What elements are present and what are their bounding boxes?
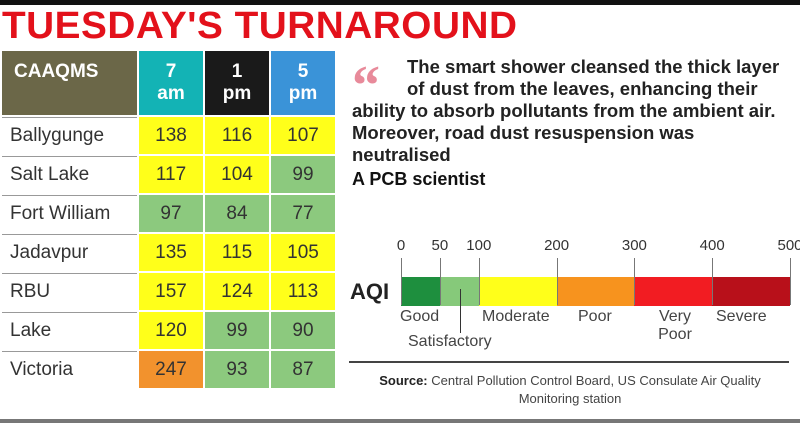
table-row: RBU 157 124 113: [2, 273, 335, 310]
table-header: CAAQMS 7 am 1 pm 5 pm: [2, 51, 335, 115]
header-5pm: 5 pm: [271, 51, 335, 115]
aqi-value: 84: [205, 195, 269, 232]
tick-label: 100: [466, 237, 492, 254]
tick-mark: [478, 258, 480, 305]
aqi-value: 124: [205, 273, 269, 310]
aqi-value: 87: [271, 351, 335, 388]
aqi-label: AQI: [350, 279, 390, 304]
tick-mark: [556, 258, 558, 305]
quote-author: A PCB scientist: [352, 169, 486, 189]
aqi-value: 99: [271, 156, 335, 193]
station-name: Lake: [2, 312, 137, 349]
aqi-value: 104: [205, 156, 269, 193]
tick-mark: [401, 258, 402, 305]
tick-mark: [439, 258, 441, 305]
aqi-value: 99: [205, 312, 269, 349]
aqi-value: 90: [271, 312, 335, 349]
header-1pm: 1 pm: [205, 51, 269, 115]
table-row: Lake 120 99 90: [2, 312, 335, 349]
aqi-category-label: Satisfactory: [408, 333, 492, 350]
aqi-value: 115: [205, 234, 269, 271]
source-note: Source: Central Pollution Control Board,…: [350, 372, 790, 408]
satisfactory-pointer: [460, 289, 461, 333]
table-row: Salt Lake 117 104 99: [2, 156, 335, 193]
header-caaqms: CAAQMS: [2, 51, 137, 115]
station-name: Fort William: [2, 195, 137, 232]
aqi-category-label: Severe: [716, 308, 767, 325]
station-name: RBU: [2, 273, 137, 310]
source-text: Central Pollution Control Board, US Cons…: [427, 373, 761, 406]
station-name: Ballygunge: [2, 117, 137, 154]
aqi-table: CAAQMS 7 am 1 pm 5 pm Ballygunge 138 116 107 Sa…: [0, 49, 337, 390]
station-name: Victoria: [2, 351, 137, 388]
tick-label: 50: [431, 237, 449, 254]
aqi-category-label: Good: [400, 308, 440, 325]
aqi-value: 247: [139, 351, 203, 388]
aqi-value: 93: [205, 351, 269, 388]
station-name: Jadavpur: [2, 234, 137, 271]
quote: “The smart shower cleansed the thick lay…: [352, 56, 797, 166]
tick-label: 300: [621, 237, 647, 254]
tick-mark: [790, 258, 791, 305]
period: pm: [288, 83, 318, 104]
tick-label: 0: [396, 237, 406, 254]
header-7am: 7 am: [139, 51, 203, 115]
aqi-value: 120: [139, 312, 203, 349]
period: am: [157, 83, 185, 104]
aqi-value: 97: [139, 195, 203, 232]
aqi-value: 113: [271, 273, 335, 310]
quote-block: “The smart shower cleansed the thick lay…: [352, 56, 797, 190]
table-row: Jadavpur 135 115 105: [2, 234, 335, 271]
tick-label: 400: [699, 237, 725, 254]
aqi-value: 135: [139, 234, 203, 271]
aqi-category-label: Very Poor: [658, 308, 692, 343]
station-name: Salt Lake: [2, 156, 137, 193]
tick-label: 200: [544, 237, 570, 254]
table-row: Fort William 97 84 77: [2, 195, 335, 232]
aqi-category-label: Moderate: [482, 308, 550, 325]
hour: 1: [231, 61, 243, 82]
aqi-band-moderate: [478, 277, 557, 306]
tick-label: 500: [777, 237, 800, 254]
hour: 7: [165, 61, 177, 82]
aqi-value: 116: [205, 117, 269, 154]
aqi-band-severe: [712, 277, 790, 306]
top-rule: [0, 0, 800, 5]
hour: 5: [297, 61, 309, 82]
table-row: Victoria 247 93 87: [2, 351, 335, 388]
aqi-value: 77: [271, 195, 335, 232]
aqi-value: 117: [139, 156, 203, 193]
aqi-band-satisfactory: [439, 277, 479, 306]
quote-mark-icon: “: [352, 56, 380, 100]
tick-mark: [634, 258, 636, 305]
bottom-rule: [0, 419, 800, 423]
table-row: Ballygunge 138 116 107: [2, 117, 335, 154]
aqi-value: 107: [271, 117, 335, 154]
period: pm: [222, 83, 252, 104]
aqi-band-very-poor: [634, 277, 713, 306]
divider: [349, 361, 789, 363]
headline: TUESDAY'S TURNAROUND: [2, 5, 518, 47]
aqi-category-label: Poor: [578, 308, 612, 325]
aqi-band-poor: [556, 277, 635, 306]
source-label: Source:: [379, 373, 428, 388]
aqi-value: 105: [271, 234, 335, 271]
quote-text: The smart shower cleansed the thick laye…: [352, 56, 780, 165]
aqi-scale-bar: [401, 277, 790, 306]
aqi-value: 138: [139, 117, 203, 154]
aqi-band-good: [401, 277, 440, 306]
aqi-value: 157: [139, 273, 203, 310]
tick-mark: [712, 258, 714, 305]
